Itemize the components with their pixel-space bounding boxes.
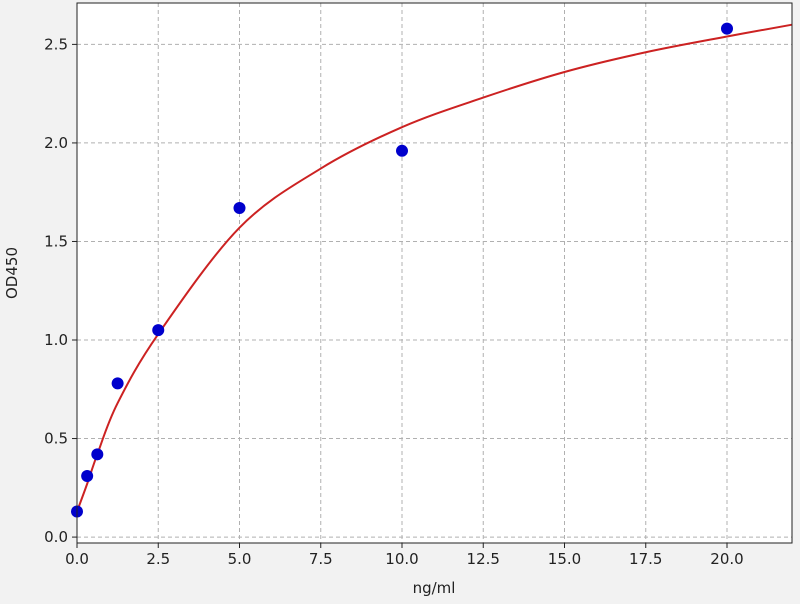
- data-point: [233, 201, 246, 214]
- data-point: [152, 324, 165, 337]
- y-tick-label: 1.0: [44, 331, 68, 349]
- x-tick-label: 2.5: [146, 550, 170, 568]
- data-point: [721, 22, 733, 35]
- fit-curve-line: [76, 23, 793, 512]
- data-point: [81, 469, 94, 482]
- data-point: [91, 448, 104, 461]
- y-tick-label: 0.0: [44, 528, 68, 546]
- x-tick-label: 12.5: [467, 550, 500, 568]
- data-point: [396, 144, 408, 157]
- x-tick-label: 15.0: [548, 550, 581, 568]
- y-tick-label: 2.5: [44, 35, 68, 53]
- x-axis: 0.0 2.5 5.0 7.5 10.0 12.5 15.0 17.5 20.0: [65, 543, 744, 568]
- x-axis-label: ng/ml: [413, 579, 456, 597]
- data-points-layer: [71, 22, 733, 518]
- x-tick-label: 5.0: [228, 550, 252, 568]
- fit-curve-layer: [76, 23, 793, 512]
- data-point: [111, 377, 124, 390]
- y-axis: 0.0 0.5 1.0 1.5 2.0 2.5: [44, 35, 77, 546]
- x-tick-label: 10.0: [385, 550, 418, 568]
- y-tick-label: 1.5: [44, 232, 68, 250]
- x-tick-label: 7.5: [309, 550, 333, 568]
- plot-area: [77, 3, 792, 543]
- y-tick-label: 0.5: [44, 430, 68, 448]
- y-tick-label: 2.0: [44, 134, 68, 152]
- x-tick-label: 17.5: [629, 550, 662, 568]
- x-tick-label: 20.0: [710, 550, 743, 568]
- grid: [76, 3, 792, 543]
- plot-frame: [76, 2, 793, 544]
- y-axis-label: OD450: [3, 247, 21, 299]
- x-tick-label: 0.0: [65, 550, 89, 568]
